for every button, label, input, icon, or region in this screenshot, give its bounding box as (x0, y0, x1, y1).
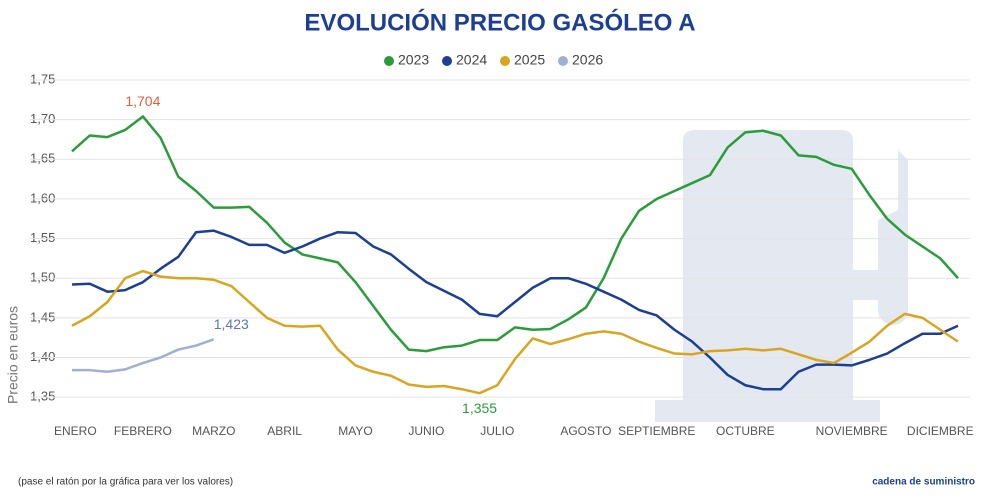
x-tick-label: SEPTIEMBRE (618, 424, 695, 438)
x-tick-label: JULIO (480, 424, 514, 438)
series-line (71, 229, 959, 391)
legend-label: 2023 (398, 52, 429, 68)
x-tick-label: JUNIO (408, 424, 444, 438)
y-tick-label: 1,60 (30, 190, 55, 205)
legend-marker (384, 56, 394, 66)
series-line (71, 269, 959, 395)
value-label: 1,423 (214, 316, 249, 332)
value-label: 1,704 (125, 93, 160, 109)
y-tick-label: 1,70 (30, 111, 55, 126)
y-tick-label: 1,65 (30, 151, 55, 166)
legend-label: 2024 (456, 52, 487, 68)
x-tick-label: NOVIEMBRE (816, 424, 888, 438)
x-tick-label: DICIEMBRE (907, 424, 974, 438)
y-tick-label: 1,50 (30, 270, 55, 285)
brand: cadena de suministro (872, 477, 975, 488)
chart-title: EVOLUCIÓN PRECIO GASÓLEO A (304, 8, 695, 36)
y-tick-label: 1,45 (30, 309, 55, 324)
x-tick-label: MARZO (192, 424, 235, 438)
x-tick-label: AGOSTO (560, 424, 611, 438)
series-line (72, 338, 215, 374)
legend-label: 2026 (572, 52, 603, 68)
legend-marker (442, 56, 452, 66)
y-tick-label: 1,55 (30, 230, 55, 245)
legend-marker (558, 56, 568, 66)
x-tick-label: FEBRERO (114, 424, 172, 438)
x-tick-label: MAYO (338, 424, 372, 438)
y-tick-label: 1,40 (30, 349, 55, 364)
footnote: (pase el ratón por la gráfica para ver l… (18, 477, 233, 488)
x-tick-label: ABRIL (267, 424, 302, 438)
y-axis-label: Precio en euros (5, 306, 21, 404)
legend-label: 2025 (514, 52, 545, 68)
x-tick-label: ENERO (54, 424, 97, 438)
series-line (71, 115, 959, 353)
x-tick-label: OCTUBRE (716, 424, 775, 438)
value-label: 1,355 (462, 400, 497, 416)
legend-marker (500, 56, 510, 66)
y-tick-label: 1,35 (30, 389, 55, 404)
background-pump (655, 130, 908, 422)
y-tick-label: 1,75 (30, 71, 55, 86)
